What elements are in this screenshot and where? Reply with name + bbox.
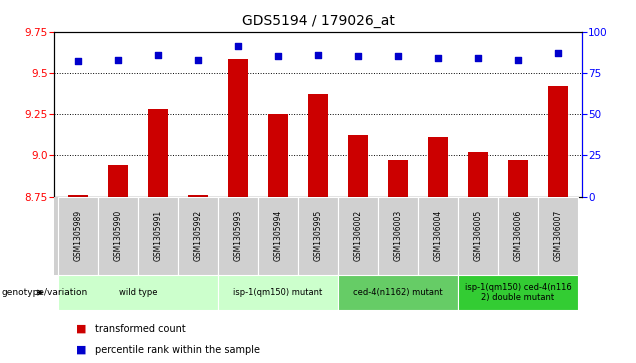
Bar [538, 197, 578, 275]
Point [353, 53, 363, 59]
Bar [58, 197, 98, 275]
Bar [68, 195, 88, 197]
Point [73, 58, 83, 64]
Point [153, 52, 163, 58]
Text: GSM1305990: GSM1305990 [114, 210, 123, 261]
Text: wild type: wild type [119, 288, 157, 297]
Bar [58, 275, 218, 310]
Point [473, 55, 483, 61]
Bar [218, 197, 258, 275]
Bar [298, 197, 338, 275]
Bar [428, 137, 448, 197]
Bar [418, 197, 458, 275]
Bar [218, 275, 338, 310]
Text: GSM1305995: GSM1305995 [314, 210, 322, 261]
Point [433, 55, 443, 61]
Text: ced-4(n1162) mutant: ced-4(n1162) mutant [353, 288, 443, 297]
Bar [188, 195, 208, 197]
Bar [258, 197, 298, 275]
Text: GDS5194 / 179026_at: GDS5194 / 179026_at [242, 14, 394, 28]
Bar [138, 197, 178, 275]
Text: GSM1306005: GSM1306005 [473, 210, 483, 261]
Bar [108, 165, 128, 197]
Text: GSM1306002: GSM1306002 [354, 210, 363, 261]
Bar [228, 59, 248, 197]
Point [113, 57, 123, 62]
Text: isp-1(qm150) mutant: isp-1(qm150) mutant [233, 288, 322, 297]
Bar [338, 197, 378, 275]
Bar [308, 94, 328, 197]
Text: GSM1306007: GSM1306007 [553, 210, 562, 261]
Bar [548, 86, 568, 197]
Bar [98, 197, 138, 275]
Bar [148, 109, 168, 197]
Point [233, 44, 243, 49]
Text: isp-1(qm150) ced-4(n116
2) double mutant: isp-1(qm150) ced-4(n116 2) double mutant [464, 283, 571, 302]
Bar [348, 135, 368, 197]
Point [193, 57, 203, 62]
Bar [178, 197, 218, 275]
Bar [378, 197, 418, 275]
Bar [458, 197, 498, 275]
Bar [468, 152, 488, 197]
Text: GSM1306003: GSM1306003 [394, 210, 403, 261]
Text: GSM1306004: GSM1306004 [434, 210, 443, 261]
Point [553, 50, 563, 56]
Text: GSM1305989: GSM1305989 [74, 210, 83, 261]
Point [273, 53, 283, 59]
Bar [458, 275, 578, 310]
Text: GSM1305993: GSM1305993 [233, 210, 242, 261]
Point [313, 52, 323, 58]
Text: ■: ■ [76, 324, 87, 334]
Text: GSM1306006: GSM1306006 [513, 210, 522, 261]
Bar [268, 114, 288, 197]
Point [393, 53, 403, 59]
Text: ■: ■ [76, 345, 87, 355]
Text: genotype/variation: genotype/variation [1, 288, 88, 297]
Bar [498, 197, 538, 275]
Point [513, 57, 523, 62]
Bar [338, 275, 458, 310]
Bar [388, 160, 408, 197]
Text: GSM1305994: GSM1305994 [273, 210, 282, 261]
Text: transformed count: transformed count [95, 324, 186, 334]
Text: percentile rank within the sample: percentile rank within the sample [95, 345, 260, 355]
Bar [508, 160, 528, 197]
Text: GSM1305991: GSM1305991 [153, 210, 163, 261]
Text: GSM1305992: GSM1305992 [193, 210, 202, 261]
